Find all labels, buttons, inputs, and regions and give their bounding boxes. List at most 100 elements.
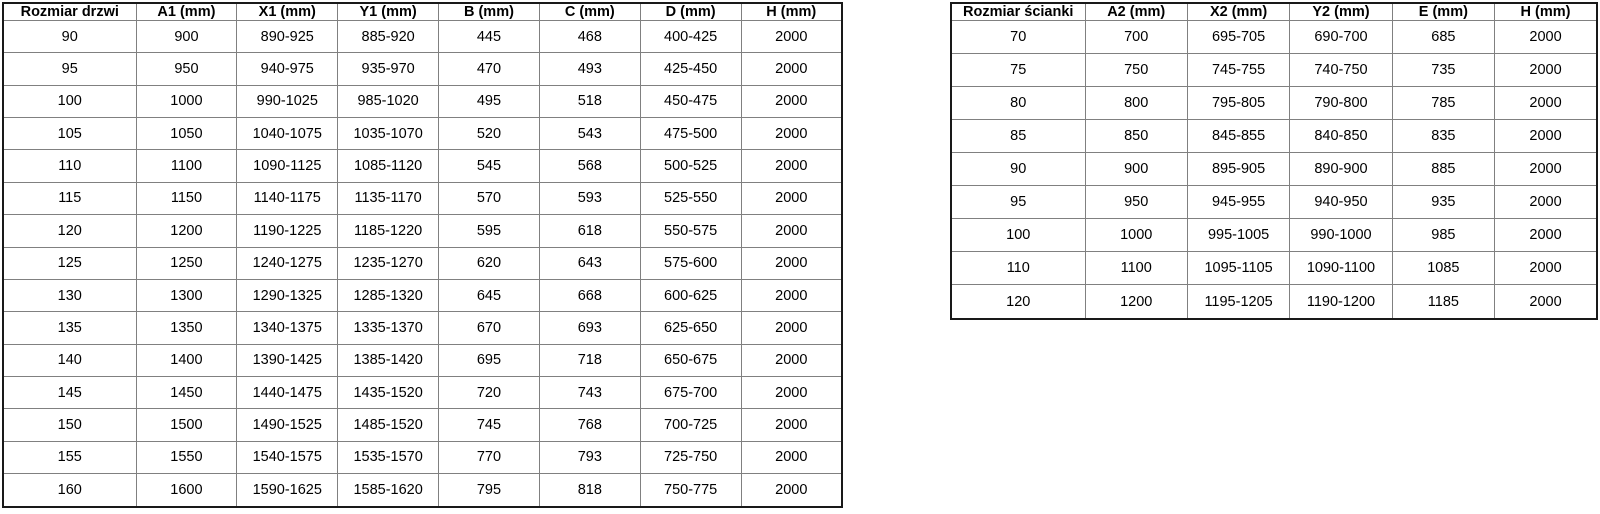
table-cell: 990-1000 <box>1289 218 1393 253</box>
table-cell: 985-1020 <box>337 84 440 119</box>
table-cell: 110 <box>2 149 137 183</box>
table-cell: 845-855 <box>1186 119 1291 154</box>
table-cell: 1250 <box>135 246 238 280</box>
table-cell: 1585-1620 <box>337 473 440 508</box>
column-header: C (mm) <box>538 2 641 21</box>
table-cell: 675-700 <box>639 375 742 410</box>
table-cell: 690-700 <box>1289 19 1393 55</box>
table-cell: 1290-1325 <box>236 278 339 313</box>
table-row: 155 1550 1540-1575 1535-1570 770 793 725-750 20… <box>2 440 843 475</box>
table-cell: 130 <box>2 278 137 313</box>
table-cell: 1390-1425 <box>236 343 339 377</box>
table-cell: 2000 <box>740 84 843 119</box>
table-cell: 793 <box>538 440 641 475</box>
column-header: H (mm) <box>1494 2 1598 21</box>
table-cell: 493 <box>538 52 641 86</box>
table-cell: 1450 <box>135 375 238 410</box>
table-cell: 685 <box>1391 19 1496 55</box>
table-cell: 1100 <box>1084 251 1188 286</box>
table-cell: 2000 <box>740 375 843 410</box>
table-cell: 1285-1320 <box>337 278 440 313</box>
column-header: A2 (mm) <box>1084 2 1188 21</box>
table-cell: 520 <box>438 117 540 151</box>
table-cell: 105 <box>2 117 137 151</box>
table-cell: 785 <box>1391 86 1496 121</box>
table-row: 80 800 795-805 790-800 785 2000 <box>950 86 1598 121</box>
table-row: 105 1050 1040-1075 1035-1070 520 543 475-500 20… <box>2 117 843 151</box>
table-cell: 643 <box>538 246 641 280</box>
column-header: B (mm) <box>438 2 540 21</box>
table-cell: 890-900 <box>1289 152 1393 187</box>
table-cell: 800 <box>1084 86 1188 121</box>
table-cell: 618 <box>538 214 641 248</box>
table-cell: 2000 <box>1494 53 1598 88</box>
table-cell: 770 <box>438 440 540 475</box>
table-cell: 2000 <box>1494 251 1598 286</box>
table-cell: 2000 <box>740 343 843 377</box>
table-cell: 85 <box>950 119 1086 154</box>
table-cell: 2000 <box>740 246 843 280</box>
table-cell: 1500 <box>135 408 238 442</box>
table-cell: 768 <box>538 408 641 442</box>
column-header: X2 (mm) <box>1186 2 1291 21</box>
table-row: 110 1100 1090-1125 1085-1120 545 568 500-525 20… <box>2 149 843 183</box>
wall-table-body: 70 700 695-705 690-700 685 2000 75 750 745-755 74… <box>950 19 1598 320</box>
table-cell: 495 <box>438 84 540 119</box>
table-cell: 1000 <box>135 84 238 119</box>
table-cell: 2000 <box>1494 86 1598 121</box>
table-cell: 720 <box>438 375 540 410</box>
table-cell: 700-725 <box>639 408 742 442</box>
table-cell: 750 <box>1084 53 1188 88</box>
table-cell: 100 <box>950 218 1086 253</box>
table-row: 140 1400 1390-1425 1385-1420 695 718 650-675 20… <box>2 343 843 377</box>
table-cell: 885 <box>1391 152 1496 187</box>
table-cell: 1490-1525 <box>236 408 339 442</box>
table-cell: 1090-1100 <box>1289 251 1393 286</box>
table-cell: 700 <box>1084 19 1188 55</box>
table-row: 90 900 890-925 885-920 445 468 400-425 2000 <box>2 19 843 54</box>
table-cell: 1350 <box>135 311 238 345</box>
table-cell: 400-425 <box>639 19 742 54</box>
table-cell: 595 <box>438 214 540 248</box>
table-cell: 1590-1625 <box>236 473 339 508</box>
table-row: 100 1000 990-1025 985-1020 495 518 450-475 2000 <box>2 84 843 119</box>
table-cell: 95 <box>950 185 1086 220</box>
table-row: 100 1000 995-1005 990-1000 985 2000 <box>950 218 1598 253</box>
table-cell: 1095-1105 <box>1186 251 1291 286</box>
table-cell: 1135-1170 <box>337 181 440 216</box>
table-row: 135 1350 1340-1375 1335-1370 670 693 625-650 20… <box>2 311 843 345</box>
table-cell: 835 <box>1391 119 1496 154</box>
table-cell: 945-955 <box>1186 185 1291 220</box>
table-cell: 2000 <box>1494 284 1598 320</box>
column-header: Rozmiar ścianki <box>950 2 1086 21</box>
table-cell: 1090-1125 <box>236 149 339 183</box>
table-cell: 625-650 <box>639 311 742 345</box>
table-cell: 940-975 <box>236 52 339 86</box>
header-row: Rozmiar drzwi A1 (mm) X1 (mm) Y1 (mm) B (mm)… <box>2 2 843 21</box>
table-cell: 150 <box>2 408 137 442</box>
table-cell: 2000 <box>740 278 843 313</box>
table-cell: 2000 <box>740 408 843 442</box>
table-cell: 2000 <box>1494 19 1598 55</box>
table-cell: 890-925 <box>236 19 339 54</box>
table-cell: 115 <box>2 181 137 216</box>
door-table-header: Rozmiar drzwi A1 (mm) X1 (mm) Y1 (mm) B (mm)… <box>2 2 843 21</box>
table-cell: 885-920 <box>337 19 440 54</box>
table-row: 160 1600 1590-1625 1585-1620 795 818 750-775 20… <box>2 473 843 508</box>
table-cell: 1190-1200 <box>1289 284 1393 320</box>
table-cell: 725-750 <box>639 440 742 475</box>
column-header: A1 (mm) <box>135 2 238 21</box>
table-cell: 2000 <box>740 149 843 183</box>
table-cell: 1035-1070 <box>337 117 440 151</box>
table-cell: 100 <box>2 84 137 119</box>
table-cell: 935 <box>1391 185 1496 220</box>
table-cell: 90 <box>950 152 1086 187</box>
table-cell: 90 <box>2 19 137 54</box>
table-cell: 668 <box>538 278 641 313</box>
table-cell: 1435-1520 <box>337 375 440 410</box>
table-cell: 1100 <box>135 149 238 183</box>
table-cell: 995-1005 <box>1186 218 1291 253</box>
table-row: 85 850 845-855 840-850 835 2000 <box>950 119 1598 154</box>
table-cell: 2000 <box>740 19 843 54</box>
